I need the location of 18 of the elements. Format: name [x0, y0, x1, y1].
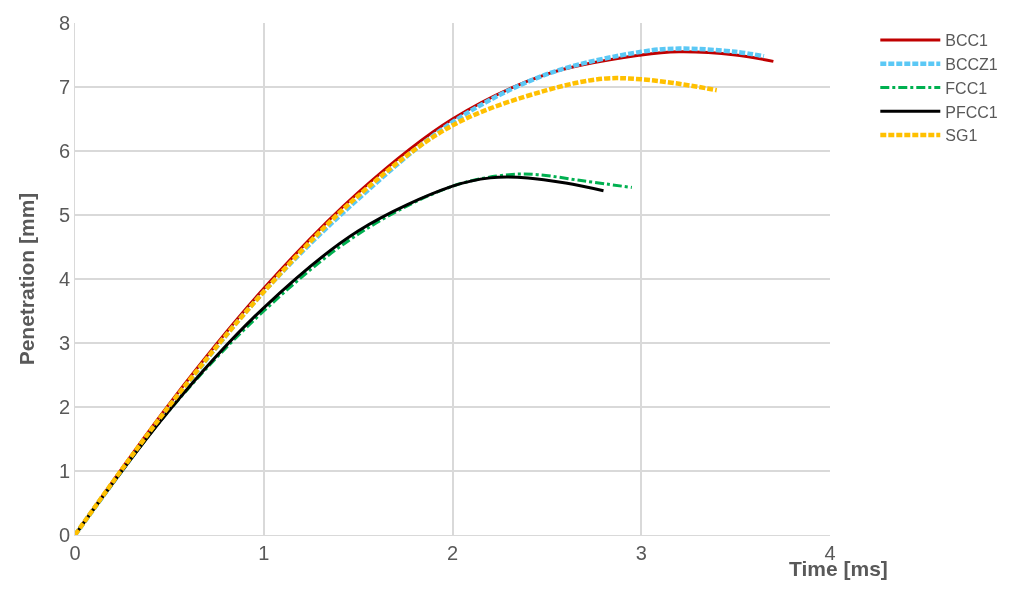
y-tick-label: 4 — [58, 268, 70, 290]
y-tick-label: 0 — [58, 524, 70, 546]
x-tick-label: 1 — [258, 542, 270, 564]
legend-label: BCC1 — [945, 32, 989, 50]
y-tick-label: 6 — [58, 140, 70, 162]
x-tick-label: 3 — [635, 542, 647, 564]
legend-label: BCCZ1 — [945, 55, 998, 73]
y-tick-label: 5 — [58, 204, 70, 226]
x-tick-label: 2 — [446, 542, 459, 564]
y-tick-label: 8 — [58, 12, 70, 34]
y-tick-label: 2 — [58, 396, 70, 418]
y-tick-label: 7 — [58, 76, 70, 98]
legend-label: SG1 — [945, 127, 978, 145]
legend-label: FCC1 — [945, 79, 988, 97]
y-tick-label: 3 — [58, 332, 70, 354]
legend-label: PFCC1 — [945, 103, 998, 121]
y-axis-title: Penetration [mm] — [15, 192, 39, 366]
y-tick-label: 1 — [58, 460, 70, 482]
